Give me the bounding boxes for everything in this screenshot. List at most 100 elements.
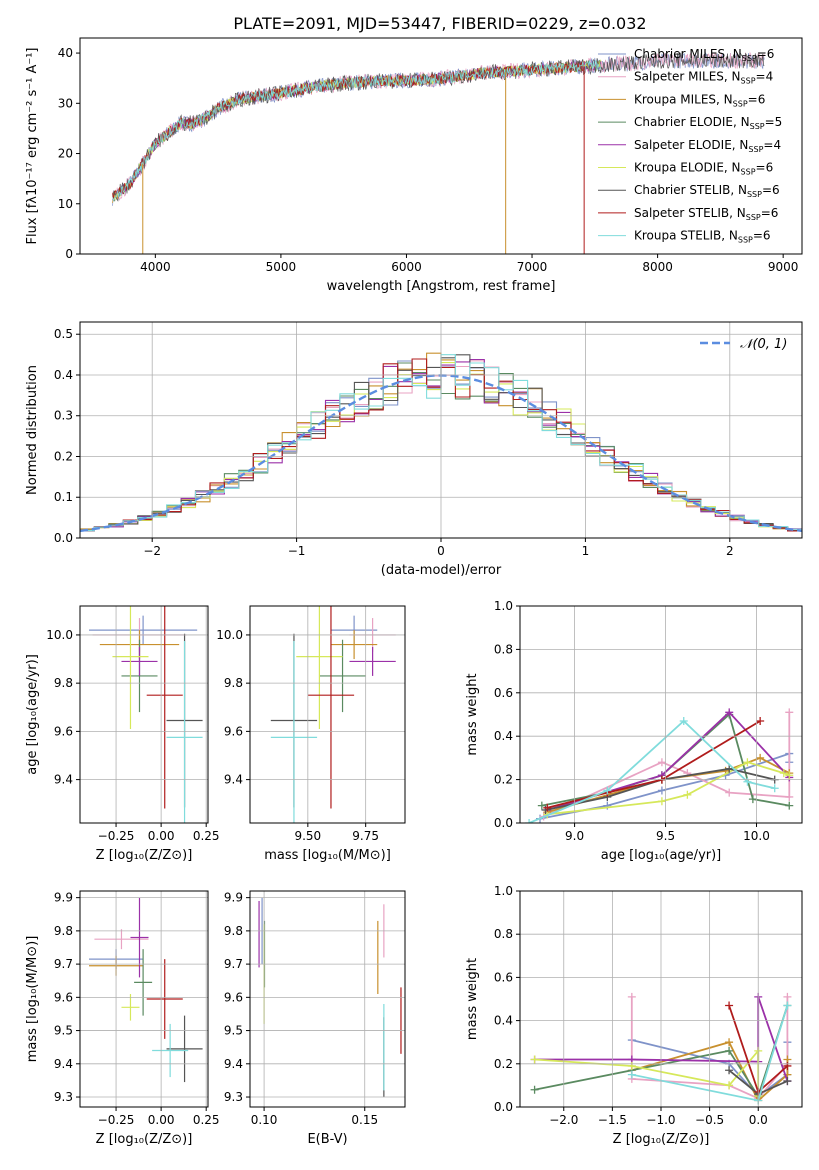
legend-gaussian-label: 𝒩(0, 1) — [740, 337, 787, 352]
y-tick-label: 0.0 — [494, 816, 513, 830]
y-tick-label: 0.4 — [494, 729, 513, 743]
legend-label: Chabrier MILES, NSSP=6 — [634, 47, 774, 63]
y-tick-label: 0.4 — [494, 1014, 513, 1028]
y-tick-label: 1.0 — [494, 884, 513, 898]
y-tick-label: 9.8 — [54, 676, 73, 690]
panel-weight_vs_age: 9.0 9.5 10.0 0.0 0.2 0.4 0.6 0.8 1.0 age [log₁₀(a… — [465, 599, 803, 863]
weight-marker — [725, 1046, 734, 1055]
x-axis-label: (data-model)/error — [381, 563, 502, 578]
weight-marker — [537, 801, 546, 810]
weight-marker — [725, 1081, 734, 1090]
x-axis-label: Z [log₁₀(Z/Z⊙)] — [613, 1132, 710, 1147]
weight-marker — [756, 753, 765, 762]
x-axis-label: Z [log₁₀(Z/Z⊙)] — [96, 1132, 193, 1147]
x-tick-label: 0.0 — [749, 1113, 768, 1127]
axes-frame — [519, 605, 803, 824]
legend-label: Kroupa ELODIE, NSSP=6 — [634, 161, 773, 177]
weight-marker — [785, 792, 794, 801]
y-tick-label: 9.9 — [54, 891, 73, 905]
y-tick-label: 9.5 — [54, 1024, 73, 1038]
y-tick-label: 9.8 — [224, 924, 243, 938]
weight-marker — [679, 717, 688, 726]
x-tick-label: −1.0 — [646, 1113, 675, 1127]
y-tick-label: 9.5 — [224, 1024, 243, 1038]
x-tick-label: 9.0 — [565, 829, 584, 843]
y-tick-label: 9.4 — [224, 1057, 243, 1071]
x-tick-label: 5000 — [266, 260, 297, 274]
y-tick-label: 9.7 — [54, 957, 73, 971]
x-tick-label: 6000 — [391, 260, 422, 274]
weight-line — [547, 720, 761, 809]
weight-marker — [748, 795, 757, 804]
weight-marker — [543, 803, 552, 812]
legend-label: Salpeter ELODIE, NSSP=4 — [634, 138, 781, 154]
y-tick-label: 9.9 — [224, 891, 243, 905]
y-tick-label: 0.0 — [494, 1100, 513, 1114]
weight-marker — [725, 764, 734, 773]
y-tick-label: 9.6 — [54, 724, 73, 738]
weight-marker — [627, 992, 636, 1001]
x-tick-label: 0.25 — [193, 1113, 220, 1127]
weight-marker — [743, 758, 752, 767]
y-tick-label: 9.4 — [54, 773, 73, 787]
weight-marker — [725, 708, 734, 717]
y-tick-label: 9.6 — [224, 990, 243, 1004]
spectrum-line — [112, 60, 602, 202]
legend-label: Salpeter STELIB, NSSP=6 — [634, 206, 778, 222]
axes-frame — [249, 605, 406, 824]
y-tick-label: 40 — [58, 46, 73, 60]
weight-marker — [657, 786, 666, 795]
y-axis-label: Flux [fλ10⁻¹⁷ erg cm⁻² s⁻¹ A⁻¹] — [25, 48, 40, 245]
y-tick-label: 0.6 — [494, 970, 513, 984]
x-tick-label: 0.15 — [351, 1113, 378, 1127]
x-tick-label: −0.5 — [695, 1113, 724, 1127]
x-tick-label: 9.5 — [656, 829, 675, 843]
x-tick-label: 9.50 — [294, 829, 321, 843]
figure-title: PLATE=2091, MJD=53447, FIBERID=0229, z=0… — [233, 14, 646, 33]
legend-label: Kroupa MILES, NSSP=6 — [634, 92, 765, 108]
y-tick-label: 0.5 — [54, 327, 73, 341]
x-tick-label: −1 — [288, 544, 306, 558]
weight-marker — [725, 1066, 734, 1075]
x-tick-label: −0.25 — [98, 829, 135, 843]
panel-age_vs_Z: −0.25 0.00 0.25 9.4 9.6 9.8 10.0 Z [log₁₀(Z/Z⊙)… — [25, 605, 220, 863]
weight-marker — [783, 1077, 792, 1086]
legend-label: Kroupa STELIB, NSSP=6 — [634, 229, 771, 245]
x-tick-label: 0.10 — [251, 1113, 278, 1127]
panels: 4000 5000 6000 7000 8000 9000010203040wavelen… — [25, 37, 803, 1147]
y-tick-label: 0.1 — [54, 490, 73, 504]
axes-frame — [79, 37, 803, 255]
plot-area — [89, 606, 203, 823]
x-axis-label: age [log₁₀(age/yr)] — [601, 848, 722, 863]
x-axis-label: wavelength [Angstrom, rest frame] — [327, 279, 556, 294]
weight-marker — [683, 790, 692, 799]
x-tick-label: −1.5 — [598, 1113, 627, 1127]
y-tick-label: 1.0 — [494, 599, 513, 613]
y-tick-label: 0 — [65, 247, 73, 261]
axes-frame — [79, 890, 209, 1108]
panel-weight_vs_Z: −2.0 −1.5 −1.0 −0.5 0.0 0.0 0.2 0.4 0.6 0.8 1.0 Z [… — [465, 884, 803, 1147]
x-tick-label: 4000 — [140, 260, 171, 274]
x-tick-label: −2 — [143, 544, 161, 558]
y-tick-label: 0.6 — [494, 686, 513, 700]
weight-marker — [657, 797, 666, 806]
weight-marker — [603, 786, 612, 795]
x-axis-label: mass [log₁₀(M/M⊙)] — [264, 848, 391, 863]
x-tick-label: 0.25 — [193, 829, 220, 843]
y-tick-label: 0.2 — [494, 773, 513, 787]
axes-frame — [79, 605, 209, 824]
weight-marker — [530, 1055, 539, 1064]
x-tick-label: 0.00 — [148, 829, 175, 843]
panel-mass_vs_ebv: 0.10 0.15 9.3 9.4 9.5 9.6 9.7 9.8 9.9 E(B-V) — [224, 890, 406, 1147]
y-axis-label: mass weight — [465, 673, 480, 755]
panel-mass_vs_Z: −0.25 0.00 0.25 9.3 9.4 9.5 9.6 9.7 9.8 9.9 Z [log… — [25, 890, 220, 1147]
weight-marker — [743, 777, 752, 786]
y-axis-label: mass weight — [465, 958, 480, 1040]
x-tick-label: 1 — [582, 544, 590, 558]
weight-marker — [785, 801, 794, 810]
panel-spectrum: 4000 5000 6000 7000 8000 9000 0 10 20 30 40 wavelen… — [25, 37, 803, 294]
y-tick-label: 0.2 — [54, 449, 73, 463]
weight-line — [534, 1048, 760, 1097]
legend-label: Salpeter MILES, NSSP=4 — [634, 70, 773, 86]
x-tick-label: −0.25 — [98, 1113, 135, 1127]
